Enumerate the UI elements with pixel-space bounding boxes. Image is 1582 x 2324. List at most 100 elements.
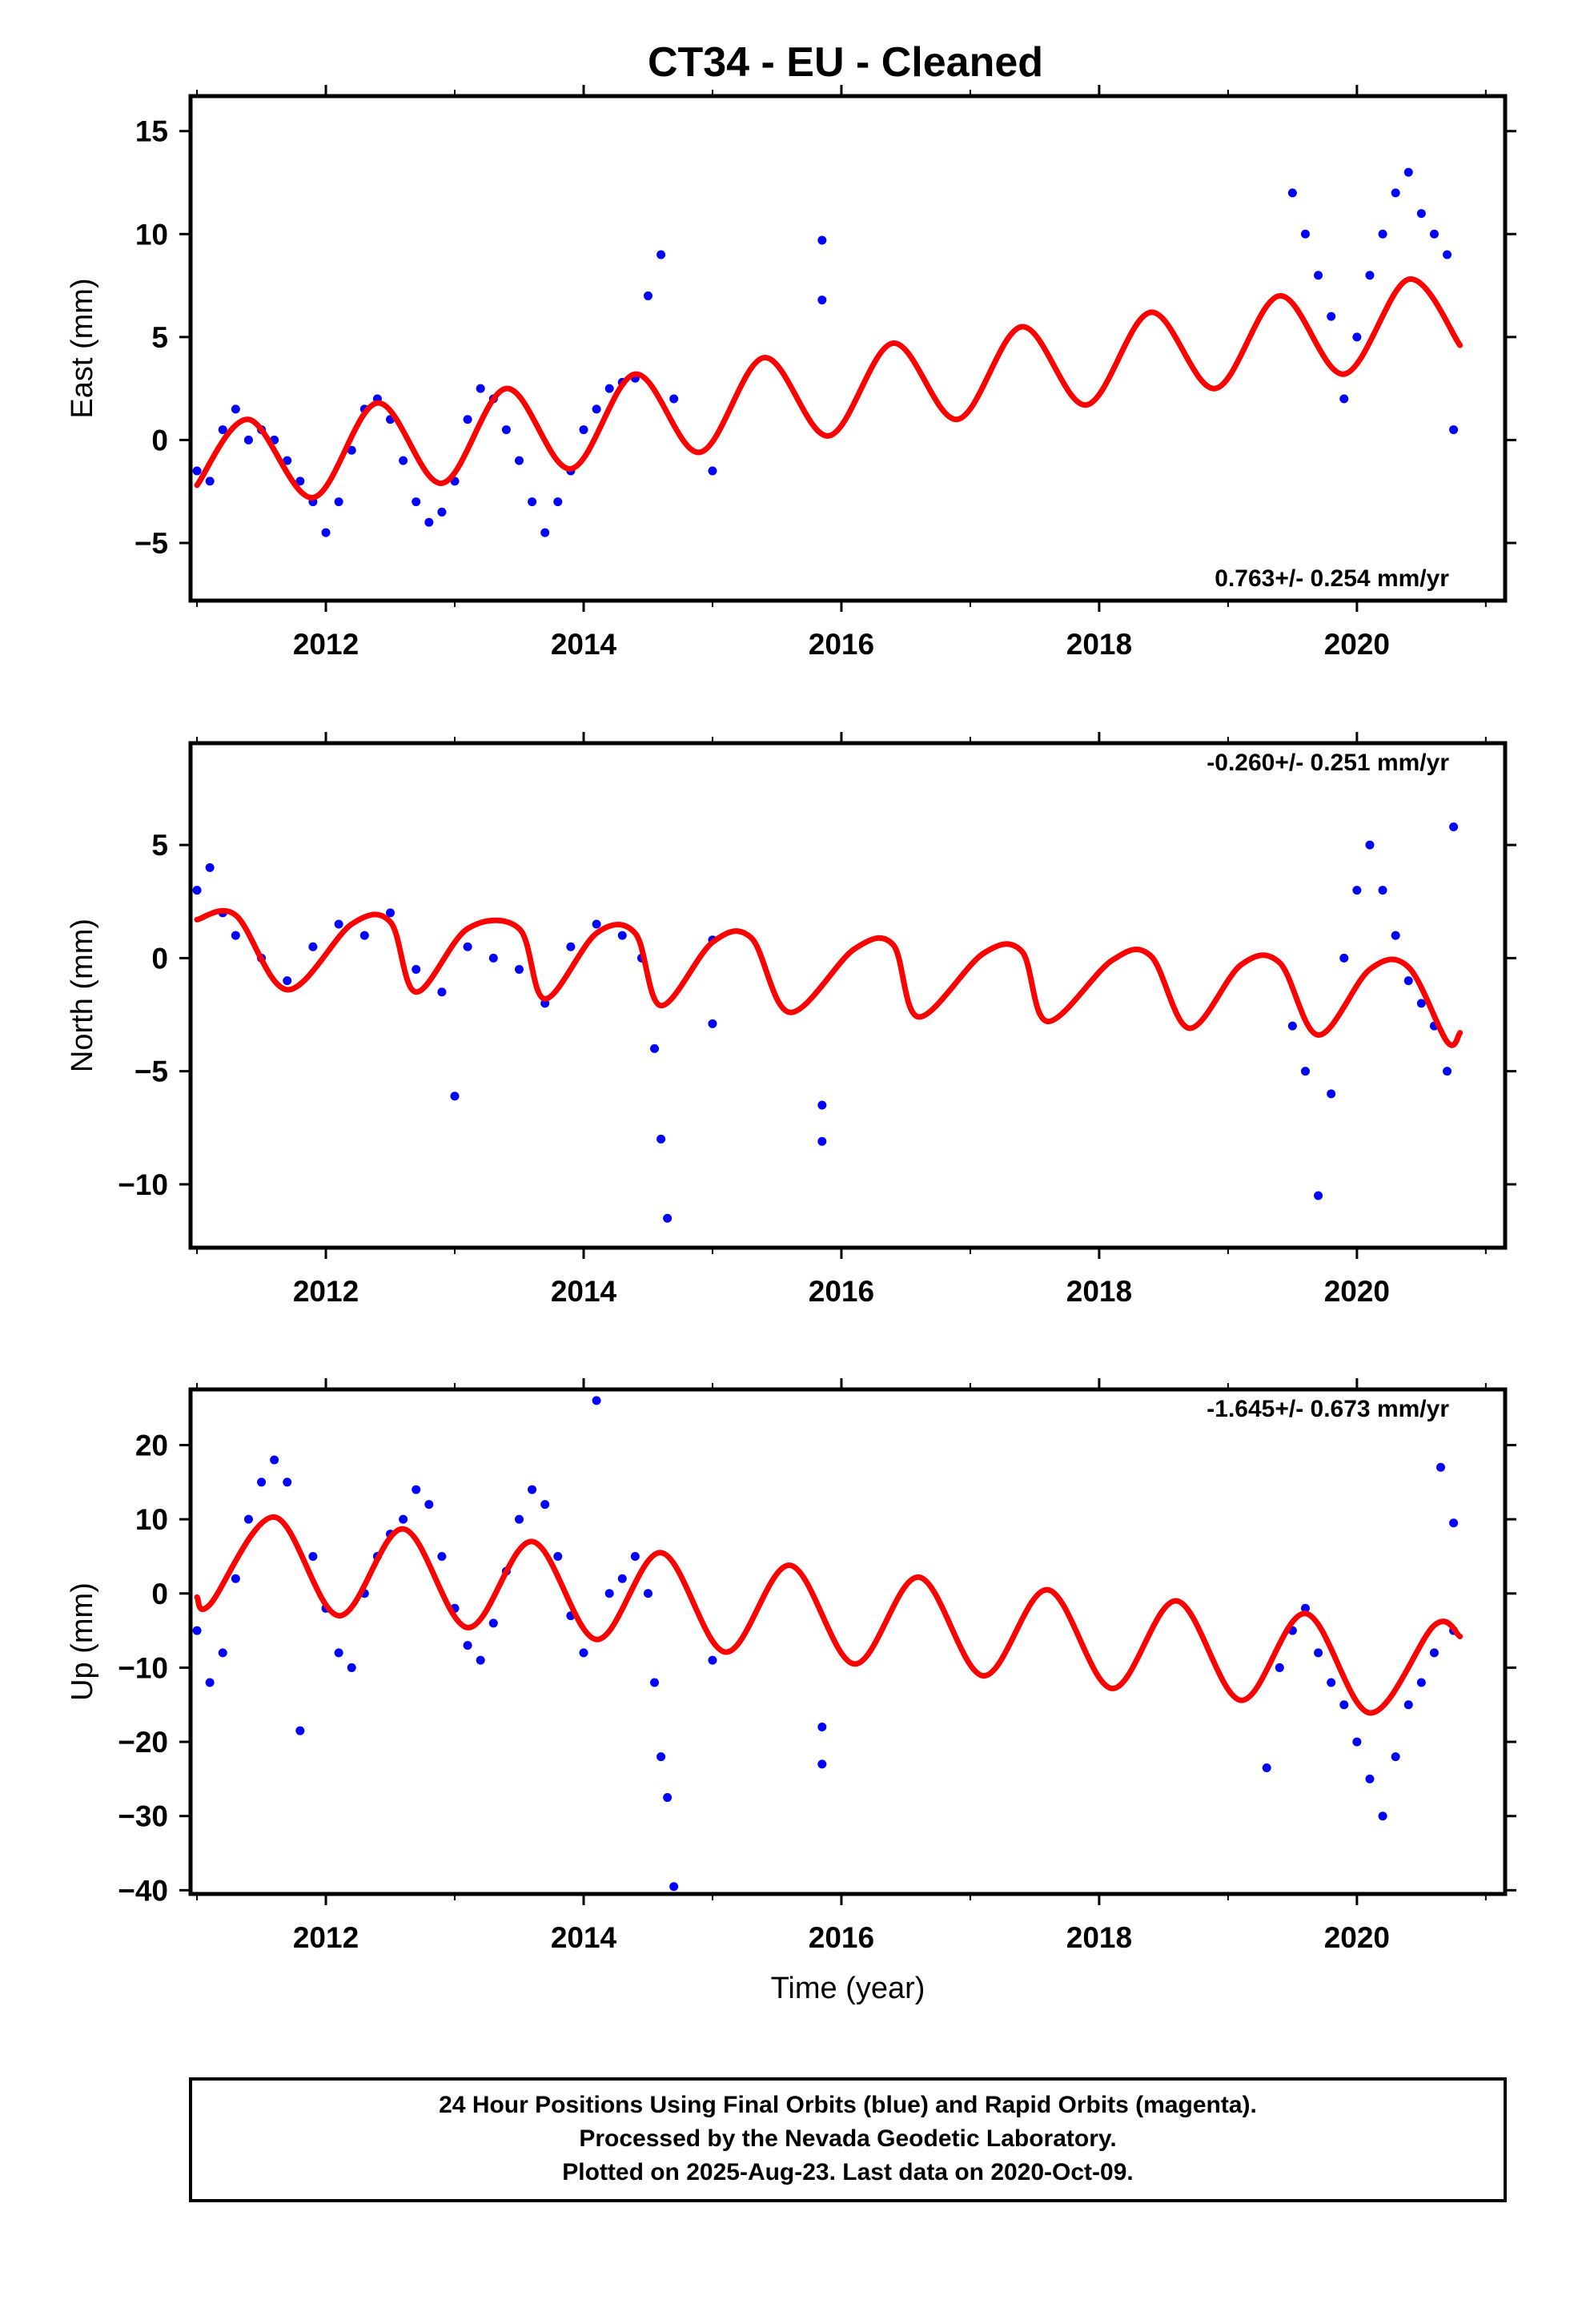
- x-tick-label: 2014: [551, 1275, 617, 1308]
- data-point: [708, 1019, 717, 1028]
- x-tick-label: 2016: [809, 1275, 874, 1308]
- data-point: [1339, 394, 1349, 404]
- y-axis-label: East (mm): [66, 278, 99, 418]
- data-point: [817, 235, 827, 245]
- data-point: [437, 987, 447, 997]
- data-point: [1314, 1648, 1323, 1658]
- data-point: [1314, 271, 1323, 280]
- data-point: [1416, 999, 1426, 1008]
- footer-frame: [189, 2077, 1507, 2202]
- data-point: [553, 1551, 563, 1561]
- data-point: [650, 1678, 660, 1687]
- x-tick-label: 2018: [1066, 1921, 1132, 1954]
- data-point: [218, 1648, 227, 1658]
- data-point: [412, 497, 421, 507]
- data-point: [424, 517, 434, 527]
- data-point: [579, 1648, 588, 1658]
- y-axis-label: Up (mm): [66, 1582, 99, 1701]
- data-point: [540, 528, 550, 537]
- data-point: [643, 1589, 652, 1598]
- model-curve: [194, 907, 1464, 1048]
- data-point: [663, 1793, 673, 1803]
- x-tick-label: 2016: [809, 628, 874, 661]
- data-point: [192, 886, 202, 895]
- footer-line-1: 24 Hour Positions Using Final Orbits (bl…: [439, 2092, 1257, 2118]
- panel-frame: [188, 1387, 1508, 1896]
- data-point: [1339, 953, 1349, 963]
- data-point: [592, 404, 601, 414]
- rate-annotation: 0.763+/- 0.254 mm/yr: [1215, 565, 1449, 592]
- data-point: [1352, 332, 1362, 342]
- data-point: [515, 965, 524, 975]
- rate-annotation: -0.260+/- 0.251 mm/yr: [1207, 750, 1449, 776]
- x-tick-label: 2020: [1324, 1275, 1390, 1308]
- data-point: [1449, 822, 1459, 832]
- data-point: [399, 456, 408, 465]
- data-point: [412, 965, 421, 975]
- data-point: [1365, 1774, 1375, 1783]
- panel-frame: [188, 94, 1508, 603]
- data-point: [1449, 425, 1459, 435]
- x-tick-label: 2012: [293, 1275, 359, 1308]
- x-tick-label: 2018: [1066, 628, 1132, 661]
- data-point: [1327, 1089, 1336, 1099]
- data-point: [1287, 1021, 1297, 1031]
- data-point: [231, 404, 240, 414]
- y-tick-label: 0: [151, 942, 168, 975]
- data-point: [592, 919, 601, 929]
- data-point: [592, 1396, 601, 1405]
- y-tick-label: −5: [135, 527, 168, 560]
- data-point: [1416, 1678, 1426, 1687]
- plot-area: [192, 822, 1464, 1223]
- data-point: [528, 1485, 537, 1494]
- model-curve: [194, 1514, 1464, 1716]
- data-point: [1327, 1678, 1336, 1687]
- data-point: [424, 1500, 434, 1510]
- data-point: [501, 425, 511, 435]
- up-panel: 2012 2014 2016 2018 2020 −40 −30 −20 −10 0 10 20 Up …: [66, 1378, 1516, 2005]
- data-point: [270, 1455, 279, 1465]
- plot-area: [192, 1396, 1464, 1892]
- data-point: [708, 1655, 717, 1665]
- data-point: [617, 931, 627, 940]
- x-axis-label: Time (year): [771, 1972, 926, 2005]
- data-point: [231, 931, 240, 940]
- data-point: [308, 942, 318, 951]
- data-point: [463, 415, 472, 424]
- data-point: [1436, 1462, 1446, 1472]
- data-point: [347, 445, 356, 455]
- data-point: [617, 1574, 627, 1583]
- data-point: [1327, 312, 1336, 321]
- data-point: [205, 476, 215, 486]
- data-point: [488, 1618, 498, 1628]
- y-tick-label: 10: [135, 1503, 168, 1536]
- x-tick-label: 2018: [1066, 1275, 1132, 1308]
- x-tick-label: 2020: [1324, 628, 1390, 661]
- y-tick-label: −10: [118, 1168, 168, 1201]
- data-point: [1339, 1700, 1349, 1710]
- y-tick-label: −20: [118, 1726, 168, 1759]
- data-point: [386, 908, 396, 918]
- x-tick-label: 2012: [293, 628, 359, 661]
- data-point: [663, 1213, 673, 1223]
- data-point: [650, 1043, 660, 1053]
- data-point: [1352, 886, 1362, 895]
- data-point: [295, 476, 305, 486]
- data-point: [1378, 1811, 1387, 1821]
- data-point: [515, 456, 524, 465]
- data-point: [1391, 188, 1400, 198]
- data-point: [463, 942, 472, 951]
- data-point: [1443, 1067, 1452, 1076]
- data-point: [1391, 1752, 1400, 1762]
- data-point: [231, 1574, 240, 1583]
- x-tick-label: 2012: [293, 1921, 359, 1954]
- y-tick-label: 15: [135, 115, 168, 148]
- data-point: [243, 435, 253, 444]
- y-tick-label: −40: [118, 1874, 168, 1907]
- data-point: [334, 919, 343, 929]
- data-point: [308, 1551, 318, 1561]
- data-point: [1365, 271, 1375, 280]
- data-point: [399, 1514, 408, 1524]
- data-point: [656, 250, 666, 259]
- data-point: [528, 497, 537, 507]
